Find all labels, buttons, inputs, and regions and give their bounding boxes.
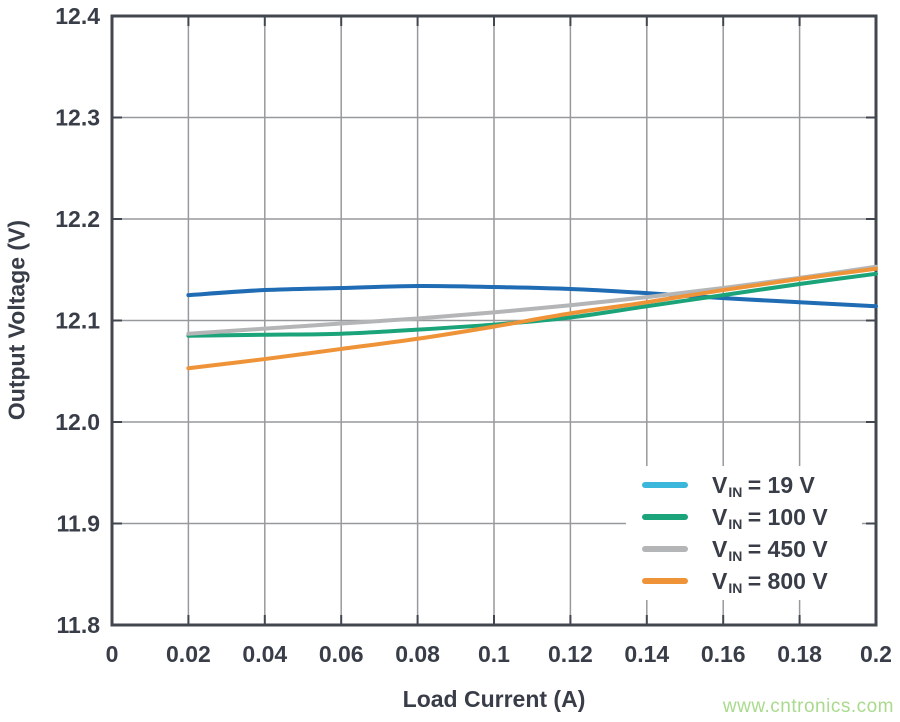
x-tick-label: 0.2: [860, 641, 892, 667]
series-line-vin-19-v: [186, 283, 878, 309]
legend-swatch: [642, 578, 688, 584]
legend-item-vin-100-v: VIN = 100 V: [626, 501, 862, 533]
watermark-text: www.cntronics.com: [722, 696, 894, 717]
legend-item-vin-800-v: VIN = 800 V: [626, 565, 862, 597]
legend-swatch: [642, 546, 688, 552]
legend-swatch: [642, 482, 688, 488]
legend-swatch: [642, 514, 688, 520]
x-tick-label: 0.14: [624, 641, 669, 667]
legend-item-vin-19-v: VIN = 19 V: [626, 469, 862, 501]
y-tick-label: 12.3: [55, 105, 100, 131]
y-tick-label: 12.4: [55, 3, 100, 29]
x-tick-label: 0.06: [319, 641, 364, 667]
y-tick-label: 11.9: [57, 511, 101, 537]
series-line-vin-800-v: [186, 266, 878, 371]
legend-item-vin-450-v: VIN = 450 V: [626, 533, 862, 565]
y-tick-label: 12.0: [55, 409, 100, 435]
plot-border: [110, 14, 878, 627]
chart-legend: VIN = 19 V VIN = 100 V VIN = 450 V VIN = 80…: [626, 466, 862, 600]
x-tick-label: 0.1: [478, 641, 510, 667]
x-tick-label: 0.08: [395, 641, 440, 667]
x-tick-label: 0.02: [166, 641, 211, 667]
y-tick-label: 11.8: [57, 612, 101, 638]
y-tick-label: 12.2: [55, 206, 100, 232]
legend-label: VIN = 800 V: [712, 567, 828, 596]
x-tick-label: 0.12: [548, 641, 593, 667]
x-tick-label: 0: [106, 641, 119, 667]
legend-label: VIN = 450 V: [712, 535, 828, 564]
y-axis-title: Output Voltage (V): [3, 219, 30, 421]
x-tick-label: 0.04: [242, 641, 287, 667]
x-tick-label: 0.18: [777, 641, 822, 667]
y-tick-label: 12.1: [55, 308, 100, 334]
x-axis-title: Load Current (A): [402, 686, 586, 712]
x-tick-label: 0.16: [701, 641, 746, 667]
legend-label: VIN = 19 V: [712, 471, 815, 500]
legend-label: VIN = 100 V: [712, 503, 828, 532]
